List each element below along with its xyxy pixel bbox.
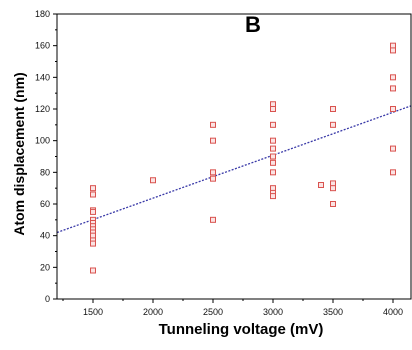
y-tick-label: 120 [35,104,50,114]
data-point [210,169,216,176]
axes: 0 20 40 60 80 100 120 140 160 180 1500 2000 2500 3000… [35,9,412,317]
data-point [330,201,336,207]
y-tick-label: 140 [35,72,50,82]
y-axis-title: Atom displacement (nm) [11,72,27,235]
data-point [330,106,336,112]
fit-line [56,105,412,234]
data-point [390,85,396,92]
data-point [150,177,156,184]
data-point [390,106,396,112]
y-tick-label: 100 [35,136,50,146]
y-tick-label: 20 [40,262,50,272]
x-tick-label: 3000 [263,307,283,317]
data-point [318,182,324,188]
data-point [270,169,276,176]
y-tick-label: 40 [40,231,50,241]
y-tick-label: 160 [35,41,50,51]
data-point [270,159,276,166]
data-point [90,208,96,215]
data-point [390,47,396,54]
data-point [210,137,216,144]
x-axis-title: Tunneling voltage (mV) [159,321,324,338]
y-tick-label: 80 [40,167,50,177]
data-point [270,106,276,112]
x-tick-label: 3500 [323,307,343,317]
y-tick-label: 0 [45,294,50,304]
fit-line-layer [56,105,412,234]
data-point [210,175,216,182]
data-point [90,185,96,192]
data-point [90,240,96,247]
data-point [90,191,96,198]
x-tick-label: 4000 [383,307,403,317]
data-point [270,145,276,152]
data-point [270,121,276,128]
data-point [330,185,336,192]
x-tick-label: 2000 [143,307,163,317]
plot-frame [56,13,412,300]
panel-label: B [245,12,261,37]
y-tick-label: 180 [35,9,50,19]
data-point [390,74,396,81]
data-points [90,42,396,274]
data-point [210,121,216,128]
data-point [390,169,396,176]
x-tick-label: 1500 [83,307,103,317]
data-point [270,193,276,200]
x-tick-label: 2500 [203,307,223,317]
data-point [90,267,96,274]
y-tick-label: 60 [40,199,50,209]
data-point [270,137,276,144]
data-point [390,145,396,152]
data-point [210,216,216,223]
data-point [330,121,336,128]
data-point [270,153,276,160]
